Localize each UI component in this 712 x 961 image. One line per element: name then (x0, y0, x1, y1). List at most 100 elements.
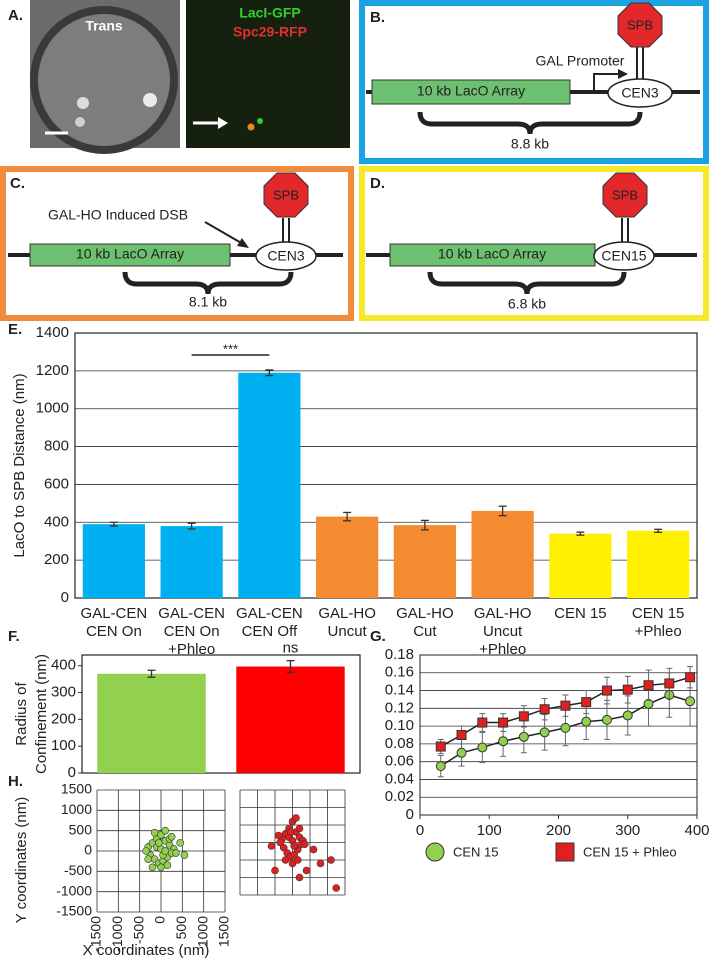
centromere-label: CEN15 (601, 248, 646, 264)
x-axis-label: X coordinates (nm) (83, 942, 210, 959)
laco-array (29, 243, 231, 267)
y-tick-label: -1500 (56, 903, 92, 919)
brace (427, 271, 627, 295)
y-tick-label: 0 (68, 764, 76, 781)
panel-label: E. (8, 321, 22, 338)
x-tick-label: CEN 15 (554, 605, 607, 622)
bar (236, 666, 345, 773)
point (279, 843, 288, 852)
x-tick-label: CEN 15 (632, 605, 685, 622)
point (281, 856, 290, 864)
y-tick-label: 800 (44, 438, 69, 455)
panel-frame (359, 0, 709, 164)
point (293, 856, 302, 864)
bar (82, 524, 145, 598)
dsb-arrow (204, 221, 244, 245)
y-tick-label: 0.08 (385, 735, 414, 752)
panel-label: B. (370, 9, 385, 26)
significance-label: *** (223, 341, 238, 356)
y-tick-label: 0.18 (385, 646, 414, 663)
y-tick-label: 0.06 (385, 753, 414, 770)
panel-label: G. (370, 628, 386, 645)
image-label: LacI-GFP (239, 5, 300, 21)
promoter-arrow (593, 73, 620, 91)
array-label: 10 kb LacO Array (76, 246, 184, 262)
point (163, 861, 172, 870)
point (539, 727, 550, 738)
y-tick-label: 1500 (61, 781, 92, 797)
x-tick-label: 1500 (216, 916, 232, 947)
point (643, 680, 654, 691)
legend-label: CEN 15 + Phleo (583, 844, 677, 859)
x-tick-label: Cut (413, 623, 437, 640)
x-tick-label: 0 (416, 822, 424, 839)
arrow-head (218, 117, 228, 129)
point (161, 847, 170, 855)
point (498, 736, 509, 747)
x-tick-label: 1000 (194, 916, 210, 947)
centromere (255, 241, 317, 271)
spot (247, 123, 255, 131)
y-axis-label: Confinement (nm) (33, 654, 50, 774)
point (142, 847, 150, 855)
legend-marker (555, 842, 575, 862)
point (290, 850, 299, 859)
x-tick-label: 100 (477, 822, 502, 839)
x-tick-label: GAL-HO (474, 605, 532, 622)
point (332, 884, 341, 892)
distance-label: 8.1 kb (189, 294, 227, 310)
point (180, 851, 189, 859)
brace (417, 111, 643, 135)
bar (238, 372, 301, 598)
bar (549, 533, 612, 598)
spb-label: SPB (612, 187, 638, 202)
y-tick-label: 0 (61, 589, 69, 606)
point (664, 678, 675, 689)
y-tick-label: 0 (84, 842, 92, 858)
point (267, 842, 276, 850)
y-axis-label: Radius of (13, 681, 30, 745)
arrow-head (618, 69, 628, 79)
point (539, 704, 550, 715)
point (456, 747, 467, 758)
point (288, 859, 297, 868)
panel-frame (359, 166, 709, 321)
x-tick-label: 200 (546, 822, 571, 839)
y-tick-label: 1200 (36, 362, 69, 379)
fluorescence-image (186, 0, 350, 148)
point (295, 824, 304, 833)
point (172, 849, 180, 857)
y-tick-label: 0.04 (385, 770, 414, 787)
panel-label: H. (8, 773, 23, 790)
y-tick-label: 200 (44, 551, 69, 568)
x-tick-label: +Phleo (168, 641, 215, 658)
x-tick-label: +Phleo (479, 641, 526, 658)
bar (316, 516, 379, 598)
promoter-label: GAL Promoter (536, 53, 625, 69)
bar (627, 530, 690, 598)
legend-marker (425, 842, 445, 862)
y-tick-label: 0 (406, 806, 414, 823)
cell-spot (143, 93, 157, 107)
y-tick-label: -500 (64, 862, 92, 878)
point (456, 730, 467, 740)
y-tick-label: 0.10 (385, 717, 414, 734)
distance-label: 8.8 kb (511, 136, 549, 152)
point (560, 700, 571, 711)
cell (30, 6, 178, 154)
laco-array (371, 79, 571, 105)
image-label: Spc29-RFP (233, 24, 307, 40)
x-tick-label: GAL-CEN (236, 605, 303, 622)
y-tick-label: 400 (51, 657, 76, 674)
point (581, 716, 592, 727)
spb (602, 172, 648, 218)
y-tick-label: 0.12 (385, 699, 414, 716)
point (560, 722, 571, 733)
centromere-label: CEN3 (621, 85, 659, 101)
spb (263, 172, 309, 218)
point (286, 828, 295, 836)
x-tick-label: CEN Off (242, 623, 298, 640)
x-tick-label: -1500 (88, 916, 104, 952)
panel-label: D. (370, 175, 385, 192)
x-tick-label: Uncut (483, 623, 523, 640)
